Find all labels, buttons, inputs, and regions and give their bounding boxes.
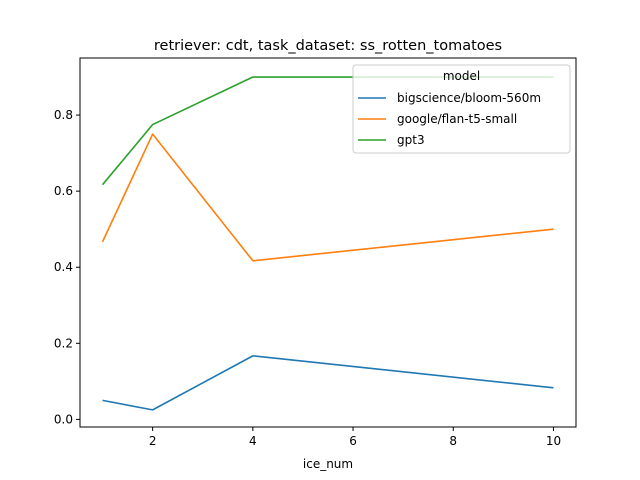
y-axis: 0.0 0.2 0.4 0.6 0.8: [54, 108, 80, 426]
chart-title: retriever: cdt, task_dataset: ss_rotten_…: [154, 38, 502, 54]
series-line-google-flan-t5-small: [101, 133, 554, 262]
axes-frame: [79, 57, 577, 428]
y-tick-label: 0.0: [54, 412, 73, 426]
x-axis: 2 4 6 8 10: [149, 427, 561, 448]
series-line-bigscience-bloom-560m: [102, 355, 554, 411]
legend-label: gpt3: [397, 133, 425, 147]
legend-label: google/flan-t5-small: [397, 112, 517, 126]
x-tick-label: 2: [149, 434, 157, 448]
legend-title: model: [443, 69, 480, 83]
legend-box: [352, 64, 571, 154]
x-axis-label: ice_num: [303, 457, 353, 471]
legend: model bigscience/bloom-560m google/flan-t5…: [352, 64, 571, 154]
y-tick-label: 0.6: [54, 184, 73, 198]
x-tick-label: 8: [449, 434, 457, 448]
x-tick-label: 10: [546, 434, 561, 448]
y-tick-label: 0.2: [54, 336, 73, 350]
legend-label: bigscience/bloom-560m: [397, 91, 541, 105]
y-tick-label: 0.8: [54, 108, 73, 122]
x-tick-label: 4: [249, 434, 257, 448]
y-tick-label: 0.4: [54, 260, 73, 274]
x-tick-label: 6: [349, 434, 357, 448]
